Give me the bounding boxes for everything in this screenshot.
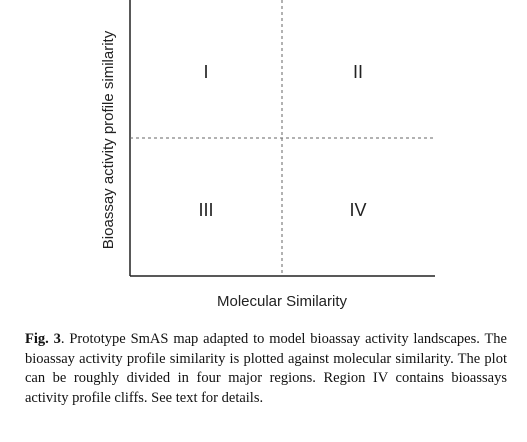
region-label: III [198, 200, 213, 220]
region-label: II [353, 62, 363, 82]
y-axis-label: Bioassay activity profile similarity [100, 30, 117, 249]
caption-text: . Prototype SmAS map adapted to model bi… [25, 331, 507, 406]
x-axis-label: Molecular Similarity [217, 293, 348, 310]
caption: Fig. 3. Prototype SmAS map adapted to mo… [25, 330, 507, 408]
caption-label: Fig. 3 [25, 331, 61, 347]
region-label: I [203, 62, 208, 82]
region-label: IV [349, 200, 366, 220]
